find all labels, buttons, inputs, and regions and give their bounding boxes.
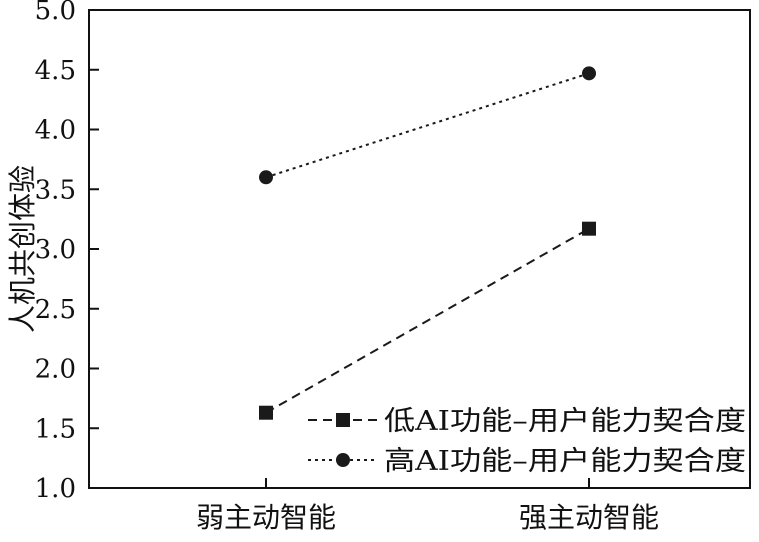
x-axis: 弱主动智能 强主动智能: [196, 478, 659, 534]
series-1-point-2: [582, 221, 596, 236]
y-tick-label: 3.0: [35, 235, 76, 265]
x-tick-label: 弱主动智能: [196, 501, 336, 534]
y-tick-label: 4.5: [35, 56, 76, 86]
y-tick-label: 2.5: [35, 295, 76, 325]
y-axis: 1.0 1.5 2.0 2.5 3.0 3.5 4.0 4.5 5.0: [35, 0, 99, 504]
series-2-point-2: [582, 66, 596, 81]
y-tick-label: 1.5: [35, 414, 76, 444]
legend-marker-1: [336, 413, 350, 427]
series-2-point-1: [259, 170, 273, 185]
x-tick-label: 强主动智能: [519, 501, 659, 534]
legend-marker-2: [336, 453, 350, 467]
legend-label-1: 低AI功能–用户能力契合度: [384, 406, 746, 437]
legend-label-2: 高AI功能–用户能力契合度: [384, 446, 746, 477]
y-tick-label: 4.0: [35, 116, 76, 146]
series-1-point-1: [259, 405, 273, 420]
series-line-2: [265, 72, 590, 179]
y-tick-label: 3.5: [35, 175, 76, 205]
series-line-1: [265, 227, 590, 414]
y-tick-label: 1.0: [35, 474, 76, 504]
series-layer: [259, 66, 596, 420]
y-tick-label: 5.0: [35, 0, 76, 26]
y-tick-label: 2.0: [35, 355, 76, 385]
y-axis-label: 人机共创体验: [6, 165, 39, 333]
